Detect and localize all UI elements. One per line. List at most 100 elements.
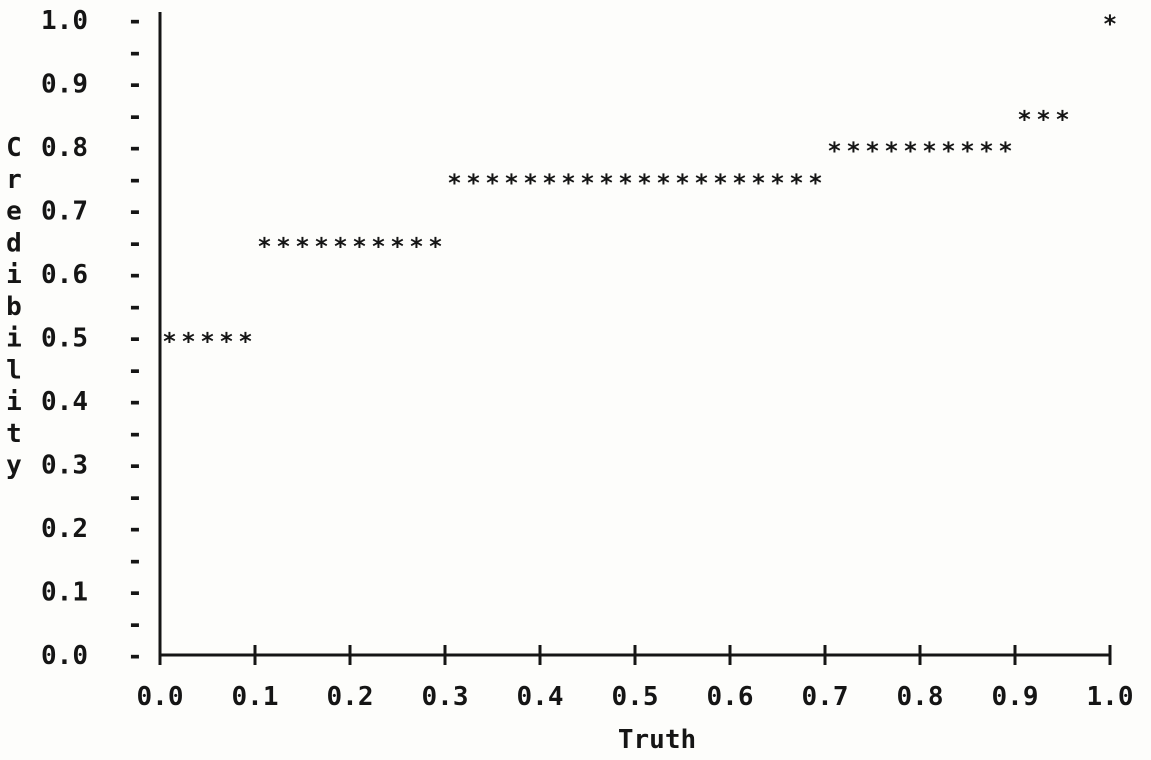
data-point-marker: * bbox=[808, 169, 822, 197]
y-axis-title-letter: t bbox=[6, 419, 22, 449]
data-point-marker: * bbox=[884, 137, 898, 165]
y-axis-title-letter: b bbox=[6, 292, 22, 322]
data-point-marker: * bbox=[314, 232, 328, 260]
data-point-marker: * bbox=[447, 169, 461, 197]
y-tick-label: 1.0 bbox=[41, 6, 88, 36]
y-major-tick: - bbox=[127, 324, 143, 354]
data-point-marker: * bbox=[238, 328, 252, 356]
x-tick-label: 0.8 bbox=[897, 682, 944, 712]
y-major-tick: - bbox=[127, 514, 143, 544]
y-axis-title-letter: C bbox=[6, 133, 22, 163]
data-point-marker: * bbox=[998, 137, 1012, 165]
data-point-marker: * bbox=[580, 169, 594, 197]
step-segment: * bbox=[1103, 10, 1117, 38]
y-tick-label: 0.6 bbox=[41, 260, 88, 290]
data-point-marker: * bbox=[504, 169, 518, 197]
data-point-marker: * bbox=[466, 169, 480, 197]
data-point-marker: * bbox=[713, 169, 727, 197]
y-axis-title-letter: r bbox=[6, 165, 22, 195]
data-point-marker: * bbox=[827, 137, 841, 165]
y-major-tick: - bbox=[127, 641, 143, 671]
data-point-marker: * bbox=[371, 232, 385, 260]
y-axis-title-letter: l bbox=[6, 355, 22, 385]
data-point-marker: * bbox=[390, 232, 404, 260]
data-point-marker: * bbox=[561, 169, 575, 197]
data-point-marker: * bbox=[542, 169, 556, 197]
data-point-marker: * bbox=[751, 169, 765, 197]
y-tick-label: 0.1 bbox=[41, 578, 88, 608]
y-minor-tick: - bbox=[127, 228, 143, 258]
y-major-tick: - bbox=[127, 70, 143, 100]
data-point-marker: * bbox=[409, 232, 423, 260]
x-tick-label: 0.4 bbox=[517, 682, 564, 712]
x-tick-label: 0.9 bbox=[992, 682, 1039, 712]
data-point-marker: * bbox=[1103, 10, 1117, 38]
data-point-marker: * bbox=[276, 232, 290, 260]
y-tick-label: 0.7 bbox=[41, 197, 88, 227]
step-segment: * * * * * bbox=[162, 328, 252, 356]
y-axis-title-letter: e bbox=[6, 197, 22, 227]
y-minor-tick: - bbox=[127, 609, 143, 639]
data-point-marker: * bbox=[1055, 105, 1069, 133]
y-minor-tick: - bbox=[127, 165, 143, 195]
x-axis-title: Truth bbox=[618, 725, 696, 755]
data-point-marker: * bbox=[523, 169, 537, 197]
step-segment: * * * * * * * * * * bbox=[827, 137, 1012, 165]
data-point-marker: * bbox=[789, 169, 803, 197]
x-tick-label: 0.5 bbox=[612, 682, 659, 712]
y-tick-label: 0.2 bbox=[41, 514, 88, 544]
y-major-tick: - bbox=[127, 260, 143, 290]
y-minor-tick: - bbox=[127, 292, 143, 322]
data-point-marker: * bbox=[618, 169, 632, 197]
y-major-tick: - bbox=[127, 197, 143, 227]
data-marks: * * * * ** * * * * * * * * ** * * * * * * * * * * * * * * * * * * ** * * * *… bbox=[162, 10, 1117, 356]
y-tick-label: 0.3 bbox=[41, 451, 88, 481]
data-point-marker: * bbox=[257, 232, 271, 260]
x-tick-label: 0.3 bbox=[422, 682, 469, 712]
y-minor-tick: - bbox=[127, 101, 143, 131]
data-point-marker: * bbox=[181, 328, 195, 356]
y-minor-tick: - bbox=[127, 419, 143, 449]
step-segment: * * * * * * * * * * * * * * * * * * * * bbox=[447, 169, 822, 197]
data-point-marker: * bbox=[599, 169, 613, 197]
y-major-tick: - bbox=[127, 133, 143, 163]
data-point-marker: * bbox=[903, 137, 917, 165]
data-point-marker: * bbox=[219, 328, 233, 356]
y-major-tick: - bbox=[127, 578, 143, 608]
step-segment: * * * * * * * * * * bbox=[257, 232, 442, 260]
data-point-marker: * bbox=[352, 232, 366, 260]
data-point-marker: * bbox=[1017, 105, 1031, 133]
data-point-marker: * bbox=[979, 137, 993, 165]
y-major-tick: - bbox=[127, 387, 143, 417]
data-point-marker: * bbox=[333, 232, 347, 260]
data-point-marker: * bbox=[200, 328, 214, 356]
data-point-marker: * bbox=[846, 137, 860, 165]
data-point-marker: * bbox=[295, 232, 309, 260]
data-point-marker: * bbox=[675, 169, 689, 197]
x-axis: 0.0 0.1 0.2 0.3 0.4 0.5 0.6 0.7 0.8 0.9 1.0 bbox=[137, 645, 1133, 712]
y-axis-title-letter: d bbox=[6, 228, 22, 258]
y-tick-label: 0.4 bbox=[41, 387, 88, 417]
y-axis-title-letter: i bbox=[6, 260, 22, 290]
y-tick-label: 0.8 bbox=[41, 133, 88, 163]
x-tick-label: 0.2 bbox=[327, 682, 374, 712]
y-minor-tick: - bbox=[127, 546, 143, 576]
y-major-tick: - bbox=[127, 6, 143, 36]
data-point-marker: * bbox=[1036, 105, 1050, 133]
data-point-marker: * bbox=[656, 169, 670, 197]
data-point-marker: * bbox=[865, 137, 879, 165]
data-point-marker: * bbox=[770, 169, 784, 197]
y-minor-tick: - bbox=[127, 482, 143, 512]
y-major-tick: - bbox=[127, 451, 143, 481]
data-point-marker: * bbox=[941, 137, 955, 165]
data-point-marker: * bbox=[428, 232, 442, 260]
x-tick-label: 0.0 bbox=[137, 682, 184, 712]
x-tick-label: 0.7 bbox=[802, 682, 849, 712]
data-point-marker: * bbox=[637, 169, 651, 197]
x-tick-label: 0.1 bbox=[232, 682, 279, 712]
data-point-marker: * bbox=[162, 328, 176, 356]
y-axis-title-letter: y bbox=[6, 451, 22, 481]
step-segment: * * * bbox=[1017, 105, 1069, 133]
